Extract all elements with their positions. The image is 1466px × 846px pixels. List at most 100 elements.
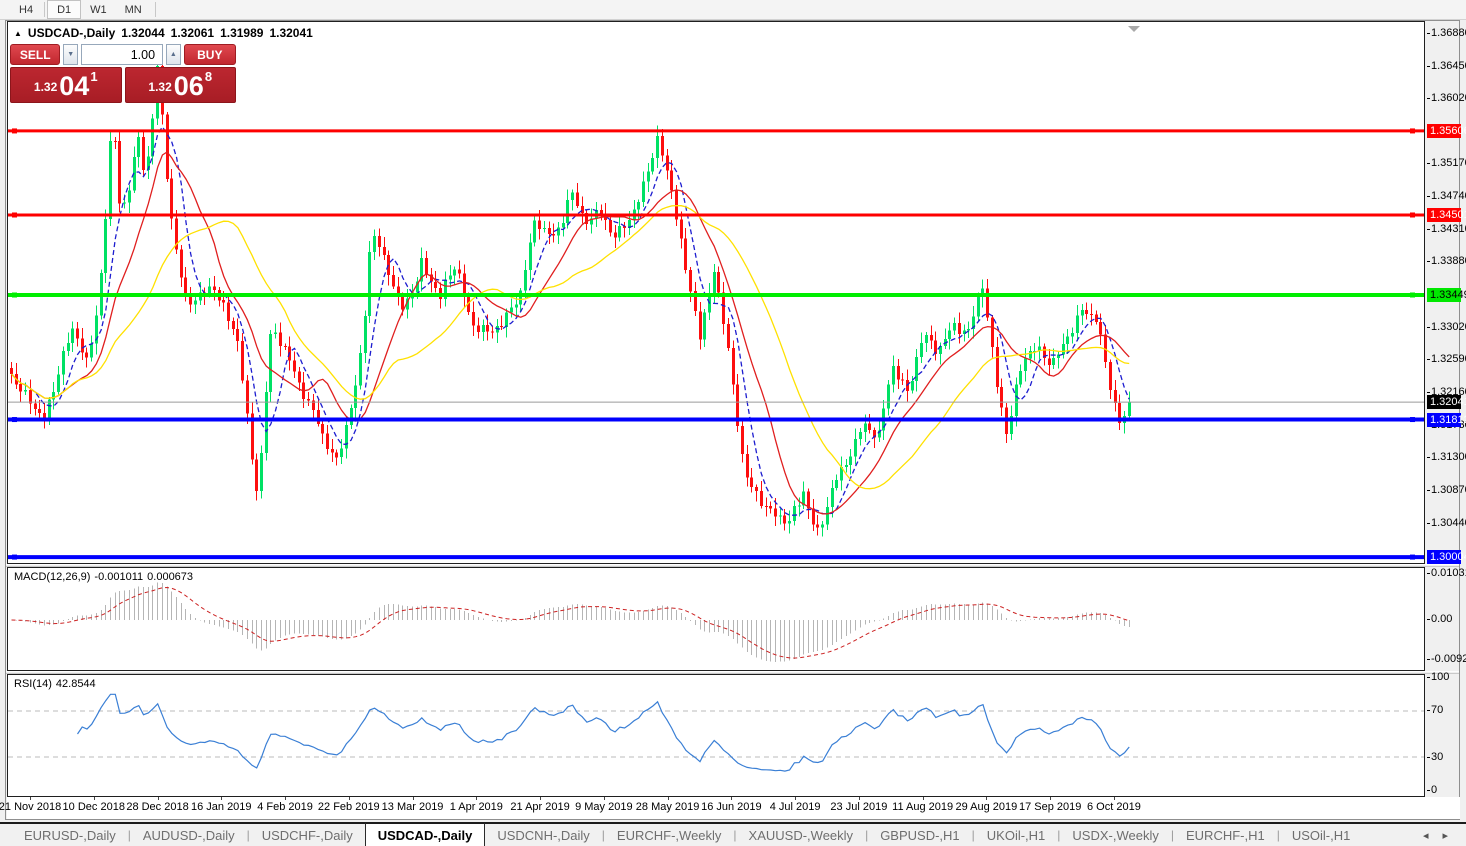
symbol-tab-eurchf[interactable]: EURCHF-,Weekly [616,827,722,843]
line-handle[interactable] [12,212,17,218]
line-handle[interactable] [12,554,17,560]
date-label: 28 Dec 2018 [126,801,189,813]
line-handle[interactable] [12,417,17,423]
sell-quote-panel[interactable]: 1.32 04 1 [10,67,122,103]
time-tick [30,797,31,800]
price-tick-label: 1.35170 [1427,157,1466,170]
volume-increase-button[interactable]: ▲ [166,44,181,65]
time-tick [858,797,860,800]
rsi-axis-label: 0 [1426,784,1438,796]
symbol-tab-eurchf[interactable]: EURCHF-,H1 [1186,827,1265,843]
price-level-badge: 1.35606 [1427,123,1466,138]
timeframe-button-h4[interactable]: H4 [19,3,34,16]
collapse-one-click-icon[interactable]: ▲ [14,29,22,38]
timeframe-toolbar: H4 D1 W1 MN [0,0,1466,20]
price-level-badge: 1.33449 [1427,288,1466,302]
symbol-tab-ukoil[interactable]: UKOil-,H1 [986,827,1046,843]
symbol-tab-usdx[interactable]: USDX-,Weekly [1072,827,1159,843]
date-label: 21 Apr 2019 [510,801,570,813]
timeframe-button-d1[interactable]: D1 [47,0,82,19]
chart-title: ▲ USDCAD-,Daily 1.32044 1.32061 1.31989 1.320… [14,26,313,40]
date-label: 6 Oct 2019 [1086,801,1141,813]
macd-pane: MACD(12,26,9) -0.001011 0.000673 [7,567,1425,671]
price-tick-label: 1.33880 [1427,255,1466,268]
price-level-badge: 1.31812 [1427,412,1466,427]
candlestick-plot [8,26,1424,560]
tab-separator: | [971,828,975,842]
price-tick-label: 1.36450 [1427,60,1466,73]
chart-frame: ▲ USDCAD-,Daily 1.32044 1.32061 1.31989 1.320… [0,20,1466,820]
rsi-plot [8,693,1424,772]
buy-button[interactable]: BUY [183,44,236,65]
timeframe-button-w1[interactable]: W1 [90,3,107,16]
scroll-tabs-right-icon[interactable]: ▸ [1442,829,1448,842]
time-tick [986,797,988,800]
time-tick [922,797,924,800]
toolbar-separator [44,2,46,17]
buy-price-prefix: 1.32 [148,80,172,94]
macd-axis-label: 0.00 [1426,613,1453,625]
line-handle[interactable] [1410,292,1415,298]
date-label: 23 Jul 2019 [830,801,888,813]
price-tick-label: 1.36880 [1427,27,1466,40]
pane-separator[interactable] [6,564,1459,567]
time-tick [348,797,350,800]
line-handle[interactable] [1410,128,1415,134]
scroll-tabs-left-icon[interactable]: ◂ [1422,829,1429,842]
symbol-tab-eurusd[interactable]: EURUSD-,Daily [24,827,116,843]
sell-button[interactable]: SELL [10,44,61,65]
tab-separator: | [601,828,605,842]
symbol-tab-usdcnh[interactable]: USDCNH-,Daily [497,827,590,843]
symbol-tab-usdchf[interactable]: USDCHF-,Daily [261,827,353,843]
symbol-tab-usdcad[interactable]: USDCAD-,Daily [364,822,486,846]
date-label: 11 Aug 2019 [892,801,954,813]
chart-shift-marker-icon[interactable] [1128,26,1140,32]
buy-quote-panel[interactable]: 1.32 06 8 [124,67,236,103]
symbol-tab-audusd[interactable]: AUDUSD-,Daily [142,827,235,843]
macd-plot [11,582,1130,662]
tab-separator: | [246,828,250,842]
date-label: 13 Mar 2019 [381,801,444,813]
price-level-badge: 1.32041 [1427,395,1466,410]
symbol-tab-xauusd[interactable]: XAUUSD-,Weekly [748,827,854,843]
price-tick-label: 1.36020 [1427,92,1466,105]
ohlc-close: 1.32041 [269,26,313,40]
tab-separator: | [865,828,869,842]
date-label: 10 Dec 2018 [62,801,125,813]
line-handle[interactable] [1410,212,1415,218]
rsi-label: RSI(14) 42.8544 [14,678,96,690]
macd-label: MACD(12,26,9) -0.001011 0.000673 [14,571,194,583]
time-tick [412,797,414,800]
date-label: 1 Apr 2019 [449,801,503,813]
pane-separator[interactable] [6,671,1459,674]
macd-signal-line [11,586,1130,659]
line-handle[interactable] [12,292,17,298]
macd-axis-label: -0.009203 [1427,653,1466,666]
price-level-badge: 1.34501 [1427,207,1466,222]
symbol-tab-usoil[interactable]: USOil-,H1 [1291,827,1351,843]
ma-overlay-13 [11,151,1130,515]
time-tick [157,797,159,800]
toolbar-separator [154,2,156,17]
price-level-badge: 1.30004 [1427,550,1466,565]
symbol-tab-gbpusd[interactable]: GBPUSD-,H1 [880,827,960,843]
sell-price-prefix: 1.32 [33,80,58,94]
ohlc-open: 1.32044 [121,26,165,40]
line-handle[interactable] [1410,417,1415,423]
line-handle[interactable] [1410,554,1415,560]
timeframe-button-mn[interactable]: MN [124,3,142,16]
date-label: 21 Nov 2018 [0,801,62,813]
volume-input[interactable] [81,44,164,65]
time-tick [667,797,669,800]
time-tick [476,797,478,800]
tab-separator: | [127,828,131,842]
macd-axis-label: 0.010311 [1426,567,1466,580]
ma-overlay-28 [11,204,1130,490]
date-label: 16 Jan 2019 [190,801,252,813]
volume-decrease-button[interactable]: ▼ [63,44,79,65]
one-click-trading-panel: SELL ▼ ▲ BUY 1.32 04 1 1.32 06 8 [10,44,236,103]
time-tick [540,797,542,800]
line-handle[interactable] [12,128,17,134]
buy-price-main: 06 [173,71,204,102]
